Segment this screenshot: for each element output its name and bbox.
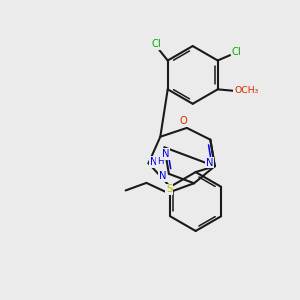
- Text: N: N: [150, 157, 158, 167]
- Text: OCH₃: OCH₃: [234, 86, 258, 95]
- Text: Cl: Cl: [151, 39, 161, 49]
- Text: Cl: Cl: [232, 47, 242, 57]
- Text: S: S: [166, 184, 172, 194]
- Text: O: O: [179, 116, 187, 126]
- Text: N: N: [162, 149, 170, 159]
- Text: N: N: [159, 171, 166, 181]
- Text: H: H: [157, 157, 163, 166]
- Text: N: N: [206, 158, 213, 168]
